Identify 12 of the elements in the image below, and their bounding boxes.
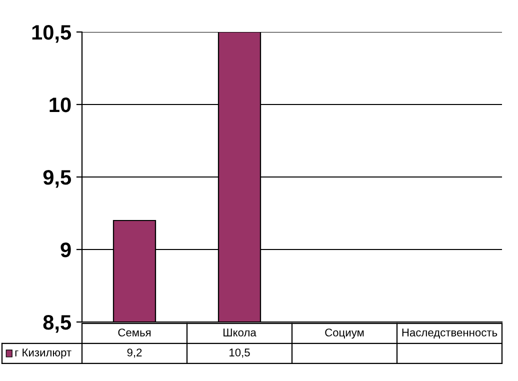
y-tick-label: 8,5 xyxy=(43,315,72,333)
data-label: 9,2 xyxy=(127,348,142,358)
y-tick-label: 9,5 xyxy=(43,170,72,188)
y-tick-label: 10 xyxy=(50,98,71,112)
x-tick-label: Наследственность xyxy=(402,328,498,339)
x-tick-label: Социум xyxy=(325,328,364,339)
y-tick-label: 10,5 xyxy=(32,25,72,43)
y-tick-label: 9 xyxy=(60,242,71,258)
x-tick-label: Школа xyxy=(224,328,256,336)
legend-label: г Кизилюрт xyxy=(15,348,72,359)
x-tick-label: Семья xyxy=(118,328,151,336)
data-label: 10,5 xyxy=(230,348,250,358)
